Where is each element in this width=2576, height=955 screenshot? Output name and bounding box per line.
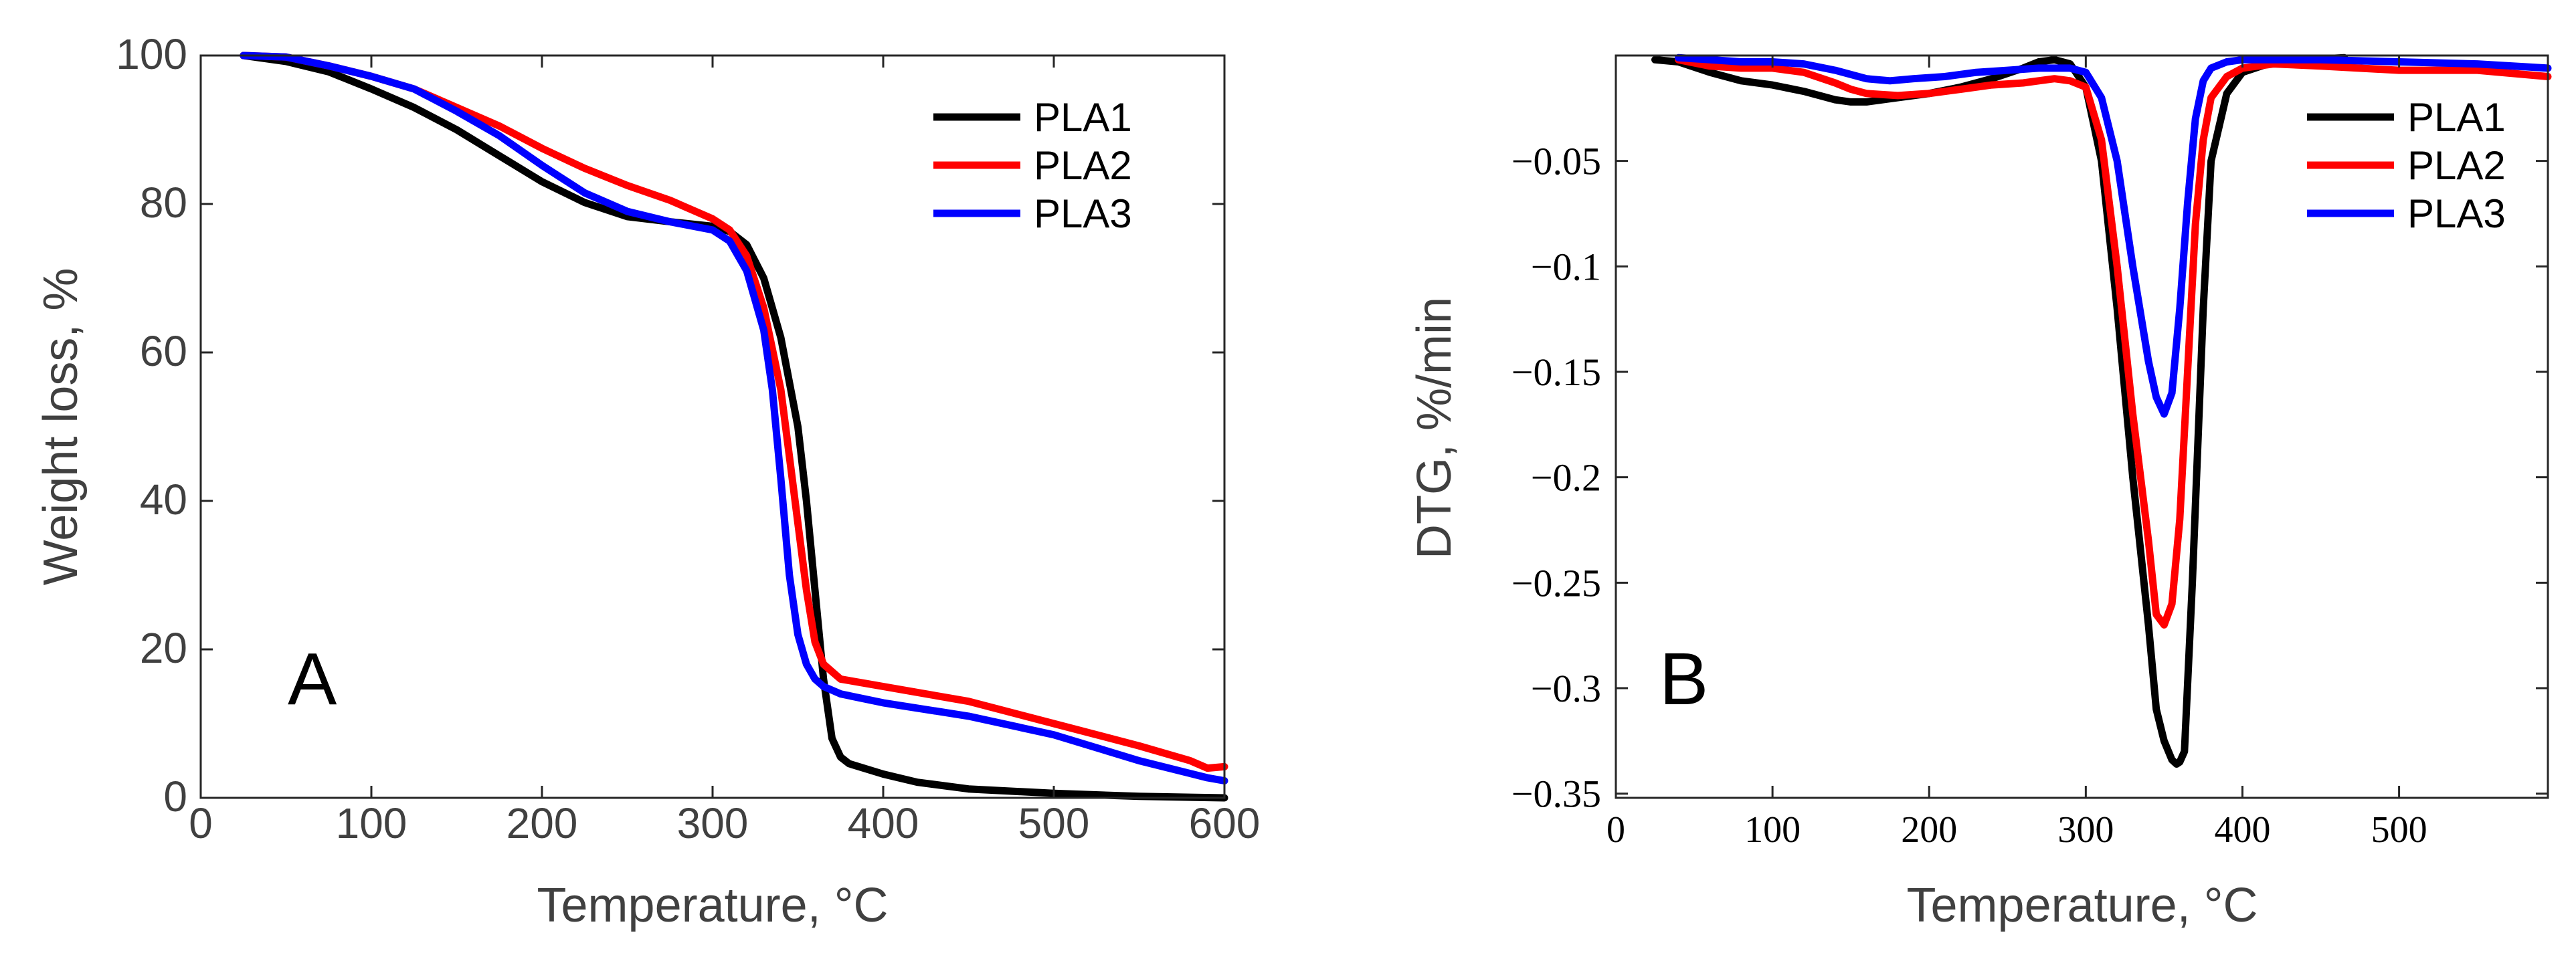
chart-panel-a: 0 100 200 300 400 500 600 0 20 40 60 80 100 Temperat… [34, 30, 1260, 932]
series-line-pla3 [1675, 54, 2552, 418]
legend-label-pla3: PLA3 [1034, 191, 1132, 236]
x-tick-label: 100 [336, 799, 407, 847]
x-tick-label: 600 [1189, 799, 1261, 847]
legend-label-pla1: PLA1 [1034, 95, 1132, 140]
legend-label-pla2: PLA2 [1034, 143, 1132, 188]
x-tick-label: 300 [2057, 809, 2114, 851]
x-tick-label: 0 [1606, 809, 1625, 851]
y-tick-label: −0.05 [1511, 140, 1601, 183]
x-tick-label: 500 [1018, 799, 1090, 847]
y-tick-label: 20 [140, 624, 187, 672]
y-axis-label-a: Weight loss, % [34, 268, 88, 586]
series-line-pla1 [240, 51, 1228, 802]
series-line-pla2 [1675, 56, 2552, 629]
x-tick-label: 400 [848, 799, 919, 847]
y-tick-label: −0.3 [1531, 667, 1601, 710]
y-tick-label: 40 [140, 475, 187, 524]
panel-label-a: A [288, 638, 337, 720]
panel-label-b: B [1659, 638, 1708, 720]
plot-frame-b [1615, 54, 2549, 799]
x-tick-label: 500 [2371, 809, 2427, 851]
x-tick-label: 200 [1901, 809, 1957, 851]
y-tick-label: −0.1 [1531, 245, 1601, 288]
legend-label-pla3: PLA3 [2407, 191, 2506, 236]
x-tick-label: 400 [2214, 809, 2270, 851]
x-tick-label: 0 [189, 799, 213, 847]
y-tick-label: −0.2 [1531, 456, 1601, 500]
y-tick-label: −0.15 [1511, 350, 1601, 394]
y-axis-label-b: DTG, %/min [1408, 297, 1461, 559]
series-lines-b [1651, 54, 2552, 768]
x-tick-label: 100 [1744, 809, 1801, 851]
x-axis-label-a: Temperature, °C [537, 879, 889, 932]
y-tick-label: −0.25 [1511, 561, 1601, 605]
series-lines-a [240, 51, 1228, 802]
legend-label-pla1: PLA1 [2407, 95, 2506, 140]
series-line-pla1 [1651, 54, 2349, 768]
chart-panel-b: 0 100 200 300 400 500 −0.05 −0.1 −0.15 −0.2 −0.25 −… [1408, 54, 2552, 932]
y-tick-label: 100 [116, 30, 187, 78]
series-line-pla3 [240, 51, 1228, 784]
legend-label-pla2: PLA2 [2407, 143, 2506, 188]
x-tick-label: 300 [677, 799, 749, 847]
x-axis-label-b: Temperature, °C [1907, 879, 2258, 932]
y-tick-label: 80 [140, 179, 187, 227]
y-tick-label: −0.35 [1511, 772, 1601, 816]
x-tick-label: 200 [507, 799, 578, 847]
y-tick-label: 0 [163, 772, 187, 821]
y-tick-label: 60 [140, 327, 187, 375]
